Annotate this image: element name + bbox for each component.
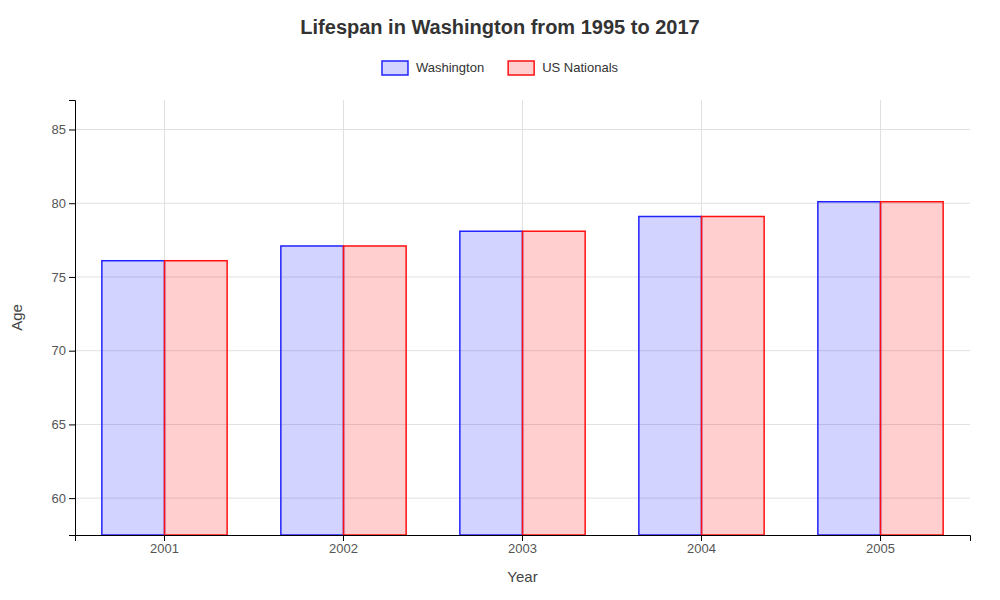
y-tick-label: 60 [52,491,66,506]
y-tick-mark [69,129,75,130]
x-tick: 2003 [508,535,537,556]
y-tick-label: 65 [52,417,66,432]
x-tick-mark [343,535,344,541]
y-tick: 60 [52,491,75,506]
x-tick-mark [164,535,165,541]
x-tick-mark [880,535,881,541]
y-tick: 70 [52,343,75,358]
bar [818,202,881,535]
x-axis-line [76,536,971,542]
legend-label: Washington [416,60,484,75]
bar [523,231,586,535]
bar [165,261,228,535]
x-tick: 2005 [866,535,895,556]
x-tick-label: 2002 [329,541,358,556]
y-tick: 80 [52,196,75,211]
bar [344,246,407,535]
legend: Washington US Nationals [382,60,619,75]
y-tick-label: 85 [52,122,66,137]
x-tick: 2002 [329,535,358,556]
grid [75,100,970,535]
y-tick-mark [69,277,75,278]
y-tick-mark [69,351,75,352]
y-tick-label: 75 [52,270,66,285]
x-tick: 2001 [150,535,179,556]
y-tick: 65 [52,417,75,432]
x-tick-label: 2004 [687,541,716,556]
x-tick: 2004 [687,535,716,556]
y-tick: 75 [52,270,75,285]
y-tick-mark [69,203,75,204]
x-axis: 2001 2002 2003 2004 2005 [76,535,971,556]
bar-series [165,202,944,535]
legend-swatch [382,61,408,75]
bars [102,202,943,535]
chart-svg: 2001 2002 2003 2004 2005 60 65 70 75 80 85 Year Age L… [0,0,1000,600]
y-axis-line [69,101,76,536]
y-tick-label: 80 [52,196,66,211]
x-tick-label: 2003 [508,541,537,556]
legend-item: Washington [382,60,484,75]
legend-label: US Nationals [542,60,618,75]
chart-title: Lifespan in Washington from 1995 to 2017 [300,16,699,38]
y-tick-label: 70 [52,343,66,358]
x-tick-label: 2001 [150,541,179,556]
y-axis-title: Age [8,304,25,331]
bar [460,231,523,535]
y-tick-mark [69,498,75,499]
bar [102,261,165,535]
legend-swatch [508,61,534,75]
bar-series [102,202,881,535]
x-tick-mark [522,535,523,541]
legend-item: US Nationals [508,60,618,75]
y-axis: 60 65 70 75 80 85 [52,101,76,536]
bar [281,246,344,535]
bar [881,202,944,535]
bar [639,216,702,535]
x-axis-title: Year [507,568,537,585]
x-tick-mark [701,535,702,541]
x-tick-label: 2005 [866,541,895,556]
y-tick-mark [69,424,75,425]
y-tick: 85 [52,122,75,137]
bar [702,216,765,535]
plot-area: 2001 2002 2003 2004 2005 60 65 70 75 80 85 [52,100,971,556]
